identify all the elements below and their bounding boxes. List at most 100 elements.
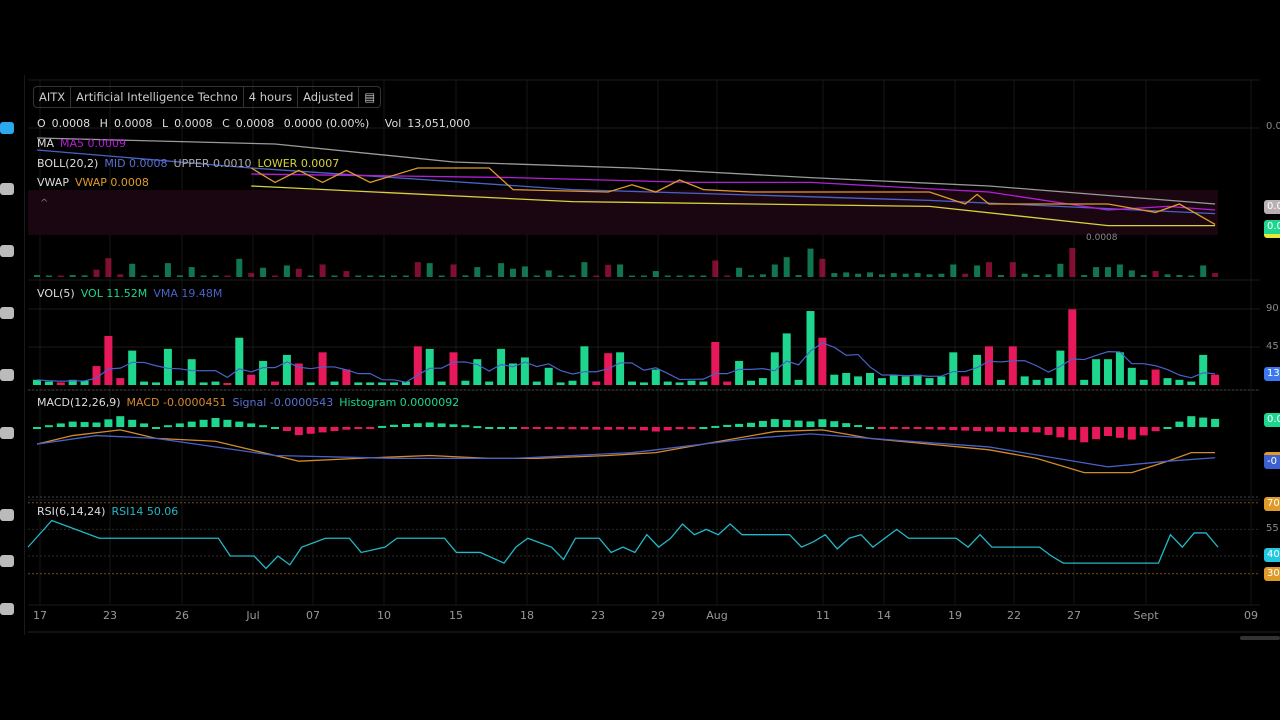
macd-histogram-bar [985,427,993,432]
price-panel-volume-bar [605,264,612,277]
volume-bar [33,379,41,385]
macd-histogram-bar [140,423,149,427]
volume-legend[interactable]: VOL(5) VOL 11.52M VMA 19.48M [37,287,228,300]
analytics-icon[interactable] [0,245,14,257]
price-panel-volume-bar [283,265,290,277]
rsi-legend[interactable]: RSI(6,14,24) RSI14 50.06 [37,505,184,518]
heart-icon[interactable] [0,369,14,381]
price-panel-volume-bar [1152,271,1159,277]
search-icon[interactable] [0,509,14,521]
rsi-70-tag: 70 [1264,497,1280,511]
volume-bar [1008,346,1017,385]
price-panel-volume-bar [736,267,743,277]
volume-bar [116,378,125,385]
macd-histogram-bar [282,427,291,432]
macd-histogram-bar [80,422,89,427]
price-panel-volume-bar [510,268,516,277]
volume-bar [877,378,886,385]
chat-icon[interactable] [0,555,14,567]
high-value: 0.0008 [113,117,153,130]
x-tick-label: Jul [246,609,260,622]
price-panel-volume-bar [355,275,362,277]
macd-histogram-bar [485,427,494,429]
macd-histogram-bar [437,423,446,427]
boll-upper-line [36,137,1216,205]
ma-legend[interactable]: MA MA5 0.0009 [37,137,132,150]
macd-histogram-bar [663,427,672,431]
boll-mid-line [36,149,1216,215]
macd-legend[interactable]: MACD(12,26,9) MACD -0.0000451 Signal -0.00… [37,396,465,409]
macd-histogram-bar [973,427,982,432]
last-price-tag: 0.0 [1264,220,1280,238]
volume-bar [996,379,1005,385]
price-panel-volume-bar [260,267,267,277]
price-panel-volume-bar [498,263,505,277]
macd-histogram-bar [1032,427,1041,433]
price-panel-volume-bar [45,275,52,277]
price-panel-volume-bar [759,274,766,277]
macd-histogram-bar [461,425,470,428]
volume-bar [1187,381,1196,385]
adjustment-selector[interactable]: Adjusted [298,87,360,107]
macd-histogram-bar [366,427,375,429]
wallet-icon[interactable] [0,307,14,319]
price-panel-volume-bar [1021,273,1028,277]
volume-bar [961,376,970,385]
macd-histogram-bar [211,418,220,427]
boll-legend[interactable]: BOLL(20,2) MID 0.0008 UPPER 0.0010 LOWER 0.… [37,157,345,170]
symbol-header[interactable]: AITX Artificial Intelligence Techno 4 ho… [33,86,382,108]
price-panel-volume-bar [831,273,838,277]
settings-menu-icon[interactable]: ▤ [364,90,376,104]
macd-histogram-bar [592,427,601,430]
volume-bar [520,357,529,385]
macd-histogram-bar [318,427,327,433]
rsi-line [27,519,1219,570]
price-panel-volume-bar [295,268,302,277]
high-label: H [99,117,108,130]
macd-histogram-bar [1139,427,1148,436]
message-icon[interactable] [0,603,14,615]
macd-histogram-bar [354,427,363,429]
interval-selector[interactable]: 4 hours [244,87,299,107]
price-panel-volume-bar [950,264,957,277]
vwap-label: VWAP [37,176,69,189]
boll-mid: MID 0.0008 [104,157,168,170]
macd-histogram-bar [1020,427,1029,433]
price-panel-volume-bar [438,275,445,277]
price-panel-volume-bar [914,273,921,277]
price-panel-volume-bar [188,267,195,277]
volume-bar [1080,379,1089,385]
x-tick-label: 22 [1007,609,1021,622]
macd-histogram-bar [1056,427,1065,438]
price-panel-volume-bar [379,275,386,277]
monitor-icon[interactable] [0,183,14,195]
apps-icon[interactable] [0,427,14,439]
price-panel-volume-bar [783,257,790,277]
macd-histogram-bar [723,424,732,427]
volume-bar [485,381,494,385]
x-tick-label: 14 [877,609,891,622]
macd-histogram-bar [996,427,1005,432]
macd-histogram-bar [925,427,934,430]
volume-bar [282,354,291,385]
volume-bar [747,380,755,385]
vwap-legend[interactable]: VWAP VWAP 0.0008 [37,176,155,189]
chart-icon[interactable] [0,122,14,134]
volume-bar [675,382,684,385]
vol-panel-label: VOL(5) [37,287,75,300]
price-panel-volume-bar [129,263,136,277]
price-panel-volume-bar [926,274,933,277]
volume-bar [259,360,268,385]
volume-bar [80,380,89,385]
volume-bar [532,381,541,385]
symbol[interactable]: AITX [34,87,72,107]
price-panel-volume-bar [1045,274,1052,277]
price-panel-volume-bar [974,265,981,277]
volume-bar [92,366,101,385]
volume-bar [437,381,446,385]
x-tick-label: Sept [1133,609,1159,622]
volume-bar [901,376,910,385]
price-panel-volume-bar [141,275,148,277]
collapse-chevron-icon[interactable]: ^ [40,198,49,209]
